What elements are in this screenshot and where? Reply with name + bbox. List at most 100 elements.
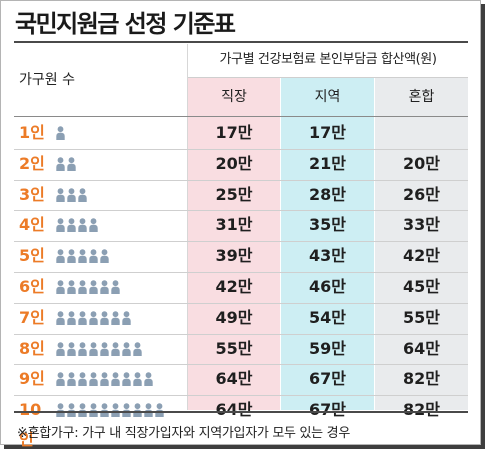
mixed-premium-cell: 64만 <box>403 338 440 358</box>
person-icon <box>67 372 76 387</box>
row-divider <box>14 364 468 366</box>
row-divider <box>14 333 468 335</box>
household-size-header: 가구원 수 <box>19 72 75 88</box>
household-size-label: 5인 <box>19 246 45 266</box>
mixed-premium-cell: 55만 <box>403 307 440 327</box>
person-icon <box>144 372 153 387</box>
person-icon <box>122 341 131 356</box>
household-size-label: 1인 <box>19 123 45 142</box>
footnote: ※혼합가구: 가구 내 직장가입자와 지역가입자가 모두 있는 경우 <box>17 426 350 441</box>
row-divider <box>14 179 468 181</box>
person-icon <box>78 341 87 356</box>
people-icons <box>56 118 65 148</box>
table-bottom-rule <box>14 411 468 413</box>
region-column-header: 지역 <box>314 89 341 105</box>
household-size-label: 7인 <box>19 307 45 327</box>
household-size-label: 4인 <box>19 215 45 235</box>
row-divider <box>14 395 468 397</box>
household-size-label: 9인 <box>19 369 45 389</box>
work-premium-cell: 31만 <box>215 215 253 235</box>
mixed-premium-cell: 42만 <box>403 246 440 266</box>
mixed-column-background <box>375 78 468 410</box>
people-icons <box>56 334 142 364</box>
region-column-background <box>281 78 374 410</box>
column-divider <box>187 44 188 410</box>
work-premium-cell: 39만 <box>215 246 253 266</box>
person-icon <box>56 126 65 140</box>
person-icon <box>56 280 65 294</box>
person-icon <box>56 372 65 387</box>
work-premium-cell: 64만 <box>215 400 253 420</box>
region-premium-cell: 54만 <box>309 307 346 327</box>
region-premium-cell: 59만 <box>309 338 346 358</box>
person-icon <box>122 372 131 387</box>
person-icon <box>56 187 65 202</box>
work-column-header: 직장 <box>221 89 247 105</box>
person-icon <box>67 187 76 202</box>
person-icon <box>67 341 76 356</box>
region-premium-cell: 67만 <box>309 400 346 420</box>
row-divider <box>14 210 468 212</box>
person-icon <box>78 280 87 294</box>
person-icon <box>89 218 98 233</box>
household-size-label: 2인 <box>19 153 45 173</box>
region-premium-cell: 21만 <box>309 153 346 173</box>
subheader-rule <box>188 77 468 78</box>
person-icon <box>67 157 76 171</box>
people-icons <box>56 241 109 271</box>
person-icon <box>56 311 65 325</box>
person-icon <box>67 218 76 233</box>
row-divider <box>14 272 468 273</box>
person-icon <box>78 218 87 233</box>
row-divider <box>14 302 468 304</box>
person-icon <box>78 372 87 387</box>
person-icon <box>89 341 98 356</box>
region-premium-cell: 67만 <box>309 369 346 389</box>
mixed-premium-cell: 26만 <box>403 184 440 204</box>
person-icon <box>56 341 65 356</box>
person-icon <box>100 280 109 294</box>
person-icon <box>111 280 120 294</box>
person-icon <box>100 372 109 387</box>
region-premium-cell: 43만 <box>309 246 346 266</box>
mixed-column-header: 혼합 <box>408 89 435 105</box>
table-frame: 국민지원금 선정 기준표 가구원 수 가구별 건강보험료 본인부담금 합산액(원… <box>0 0 481 450</box>
person-icon <box>67 311 76 325</box>
mixed-premium-cell: 20만 <box>403 153 440 173</box>
work-column-background <box>188 78 280 410</box>
person-icon <box>100 311 109 325</box>
people-icons <box>56 272 120 302</box>
mixed-premium-cell: 33만 <box>403 215 440 235</box>
people-icons <box>56 210 98 240</box>
region-premium-cell: 35만 <box>309 215 346 235</box>
person-icon <box>100 341 109 356</box>
person-icon <box>56 249 65 264</box>
person-icon <box>111 341 120 356</box>
household-size-label: 8인 <box>19 338 45 358</box>
header-top-rule <box>14 41 468 43</box>
person-icon <box>89 372 98 387</box>
mixed-premium-cell: 82만 <box>403 400 440 420</box>
person-icon <box>89 249 98 264</box>
work-premium-cell: 42만 <box>215 277 253 296</box>
household-size-label: 3인 <box>19 184 45 204</box>
work-premium-cell: 49만 <box>215 307 253 327</box>
person-icon <box>89 311 98 325</box>
work-premium-cell: 25만 <box>215 184 253 204</box>
person-icon <box>78 187 87 202</box>
person-icon <box>133 341 142 356</box>
person-icon <box>56 218 65 233</box>
person-icon <box>111 311 120 325</box>
mixed-premium-cell: 45만 <box>403 277 440 296</box>
page-title: 국민지원금 선정 기준표 <box>15 10 236 38</box>
mixed-premium-cell: 82만 <box>403 369 440 389</box>
person-icon <box>56 157 65 171</box>
header-bottom-rule <box>14 116 468 117</box>
people-icons <box>56 364 153 394</box>
work-premium-cell: 20만 <box>215 153 253 173</box>
work-premium-cell: 17만 <box>215 123 253 142</box>
person-icon <box>89 280 98 294</box>
person-icon <box>122 311 131 325</box>
household-size-label: 10인 <box>19 400 42 450</box>
region-premium-cell: 28만 <box>309 184 346 204</box>
